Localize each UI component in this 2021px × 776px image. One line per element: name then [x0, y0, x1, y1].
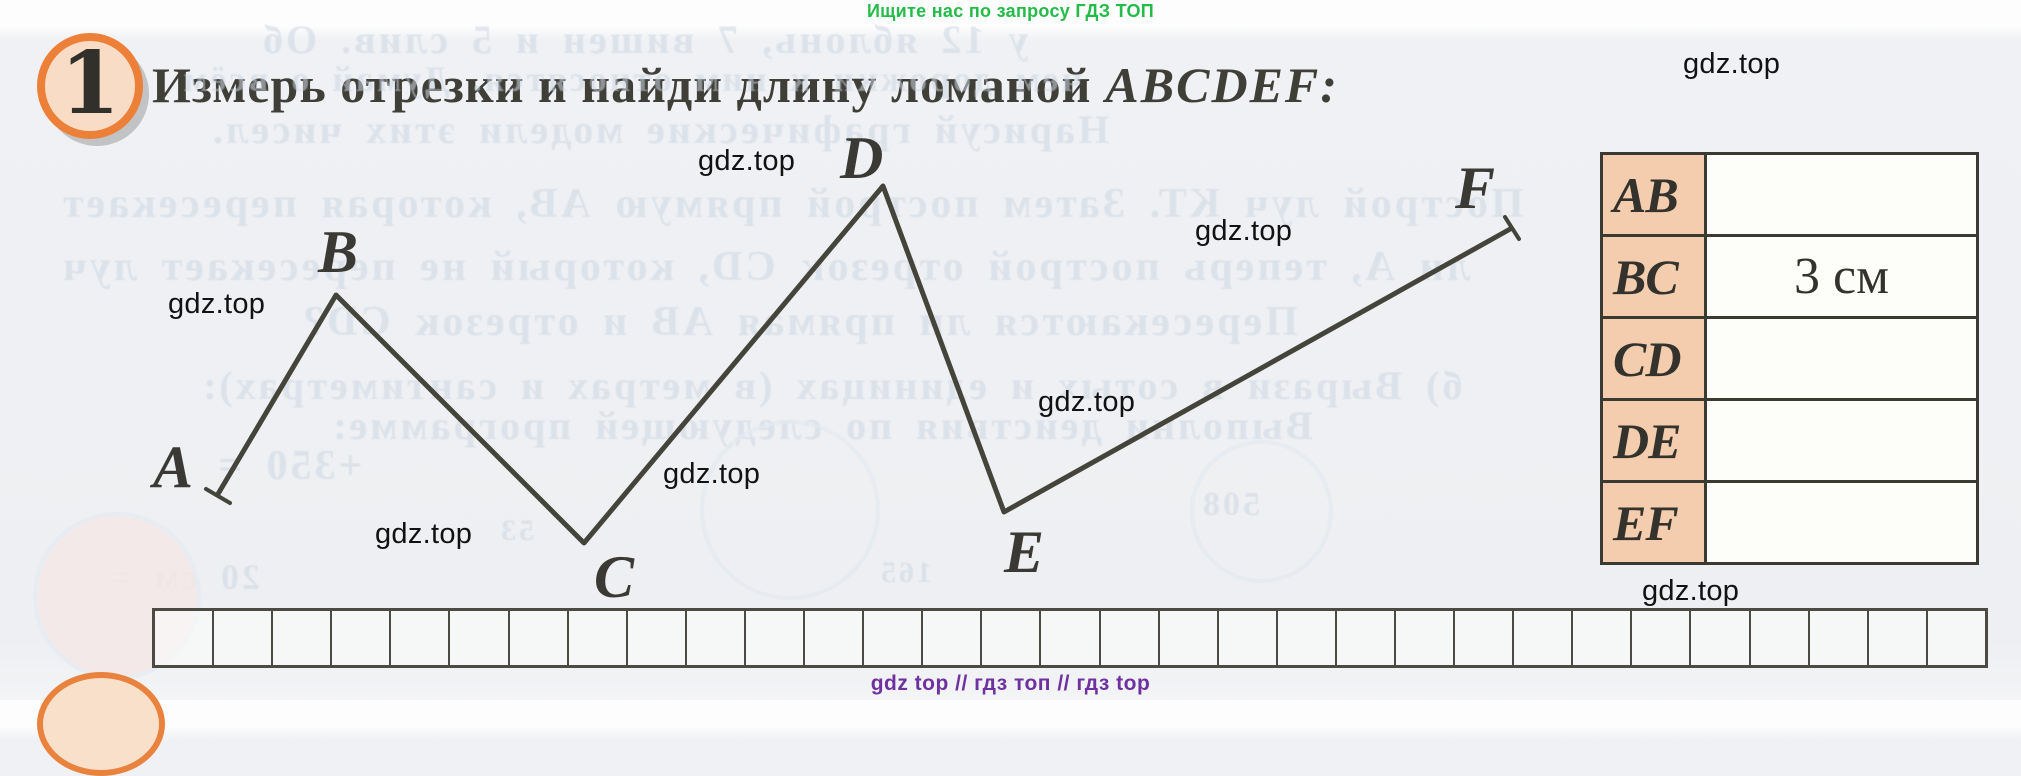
segment-value-cell: 3 см: [1707, 237, 1976, 316]
ruler-cell: [1691, 611, 1751, 665]
segment-value-cell: [1707, 483, 1976, 562]
ruler-cell: [982, 611, 1042, 665]
polyline-figure: A B C D E F: [153, 125, 1521, 610]
ghost-circle: [1190, 440, 1333, 583]
segment-value-cell: [1707, 155, 1976, 234]
ghost-circle: [700, 420, 880, 600]
task-title-text: Измерь отрезки и найди длину ломаной: [152, 57, 1092, 113]
segment-label-cell: CD: [1603, 319, 1707, 398]
ruler-cell: [450, 611, 510, 665]
gdz-watermark: gdz.top: [698, 145, 796, 177]
table-row: AB: [1603, 155, 1976, 237]
gdz-watermark: gdz.top: [663, 458, 761, 490]
endpoint-ticks: [204, 215, 1521, 505]
ruler-cell: [569, 611, 628, 665]
segment-label-cell: BC: [1603, 237, 1707, 316]
watermark-layer: gdz.top gdz.top gdz.top gdz.top gdz.top gdz.t…: [168, 48, 1781, 607]
table-row: CD: [1603, 319, 1976, 401]
segment-label-cell: DE: [1603, 401, 1707, 480]
point-label-a: A: [153, 434, 194, 500]
point-label-f: F: [1455, 155, 1496, 221]
polyline-path: [215, 183, 1514, 546]
gdz-watermark: gdz.top: [1038, 386, 1136, 418]
ruler-cell: [805, 611, 865, 665]
ruler-cell: [332, 611, 392, 665]
point-label-c: C: [594, 544, 635, 610]
ruler-cell: [1573, 611, 1633, 665]
ruler-cell: [1810, 611, 1869, 665]
promo-banner-text: Ищите нас по запросу ГДЗ ТОП: [866, 1, 1155, 21]
ruler-cell: [1219, 611, 1278, 665]
ruler-cell: [1337, 611, 1396, 665]
print-layer: AB BC 3 см CD DE EF: [152, 152, 1988, 668]
ruler-cell: [510, 611, 569, 665]
ruler-cell: [1869, 611, 1928, 665]
ruler-cell: [1396, 611, 1456, 665]
segment-lengths-table: AB BC 3 см CD DE EF: [1600, 152, 1979, 565]
point-label-b: B: [318, 219, 359, 285]
ruler-cell: [628, 611, 687, 665]
endpoint-tick: [204, 487, 232, 505]
ruler-cell: [923, 611, 983, 665]
task-number: 1: [60, 33, 120, 134]
segment-value-cell: [1707, 401, 1976, 480]
ruler-cell: [1632, 611, 1692, 665]
ruler-cell: [1751, 611, 1810, 665]
ruler-strip: [152, 608, 1988, 668]
gdz-watermark: gdz.top: [375, 518, 473, 550]
gdz-watermark: gdz.top: [1195, 215, 1293, 247]
gdz-watermark: gdz.top: [1642, 575, 1740, 607]
segment-value-cell: [1707, 319, 1976, 398]
footer-watermark: gdz top // гдз топ // гдз top: [870, 672, 1151, 695]
ruler-cell: [214, 611, 274, 665]
ruler-cell: [1455, 611, 1515, 665]
ruler-cell: [391, 611, 451, 665]
task-number-badge: 1: [37, 33, 143, 139]
ruler-cell: [155, 611, 215, 665]
ruler-cell: [1041, 611, 1101, 665]
gdz-watermark: gdz.top: [168, 288, 266, 320]
ruler-cell: [1101, 611, 1160, 665]
table-row: BC 3 см: [1603, 237, 1976, 319]
task-title: Измерь отрезки и найди длину ломаной ABCD…: [152, 56, 1339, 114]
ruler-cell: [273, 611, 333, 665]
ruler-cell: [864, 611, 924, 665]
ruler-cell: [1278, 611, 1337, 665]
endpoint-tick: [1503, 215, 1521, 241]
polyline-svg: [204, 183, 1521, 546]
ruler-cell: [746, 611, 806, 665]
segment-label-cell: AB: [1603, 155, 1707, 234]
segment-label-cell: EF: [1603, 483, 1707, 562]
ruler-cell: [1160, 611, 1219, 665]
table-row: DE: [1603, 401, 1976, 483]
ruler-cell: [687, 611, 746, 665]
point-label-e: E: [1004, 519, 1045, 585]
gdz-watermark: gdz.top: [1683, 48, 1781, 80]
task-title-polyline-name: ABCDEF:: [1105, 57, 1339, 113]
ruler-cell: [1514, 611, 1574, 665]
point-label-d: D: [840, 125, 884, 191]
table-row: EF: [1603, 483, 1976, 562]
